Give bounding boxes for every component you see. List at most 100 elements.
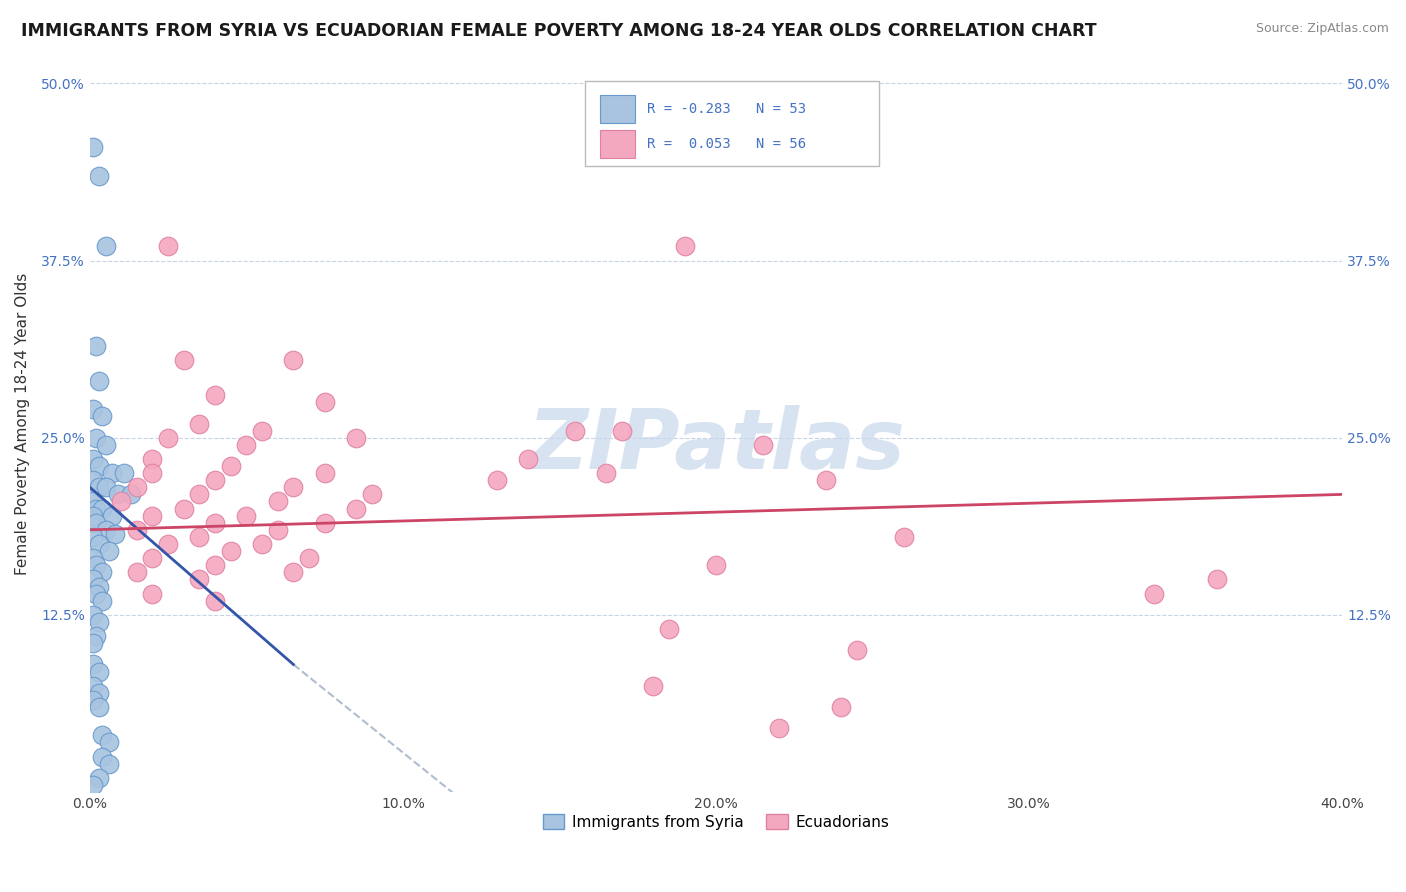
Point [643,679,665,693]
Point [188,530,211,544]
Point [173,501,195,516]
Point [89,169,111,183]
Point [84,558,107,573]
Point [267,523,290,537]
Point [188,487,211,501]
Point [125,480,148,494]
Point [84,516,107,530]
Point [89,686,111,700]
Point [752,438,775,452]
Point [610,424,633,438]
Point [89,615,111,629]
Point [125,566,148,580]
Point [84,586,107,600]
Point [94,438,117,452]
Point [82,473,104,487]
Text: ZIPatlas: ZIPatlas [527,405,905,486]
Point [517,452,540,467]
Point [141,586,163,600]
Point [110,494,132,508]
Point [89,771,111,785]
Point [91,566,114,580]
Point [94,523,117,537]
Point [107,487,129,501]
Point [91,749,114,764]
Point [314,516,336,530]
Point [89,480,111,494]
Point [94,480,117,494]
Point [204,593,226,607]
Point [157,537,180,551]
Point [250,537,273,551]
Point [82,452,104,467]
Point [830,700,852,714]
Point [82,508,104,523]
Point [283,480,305,494]
Point [768,721,790,735]
Point [298,551,321,566]
Point [845,643,868,657]
Point [141,551,163,566]
Point [97,735,120,749]
Point [219,544,242,558]
Point [94,239,117,253]
Point [1206,573,1229,587]
Point [89,374,111,388]
Point [84,431,107,445]
Point [97,756,120,771]
Point [89,700,111,714]
Text: R = -0.283   N = 53: R = -0.283 N = 53 [647,102,806,116]
Text: R =  0.053   N = 56: R = 0.053 N = 56 [647,136,806,151]
Point [91,409,114,424]
Point [673,239,696,253]
Point [100,508,122,523]
Point [1143,586,1166,600]
Point [314,466,336,480]
Point [84,501,107,516]
Point [82,679,104,693]
Point [120,487,142,501]
Point [188,417,211,431]
Point [91,728,114,742]
Point [204,516,226,530]
Point [204,473,226,487]
Y-axis label: Female Poverty Among 18-24 Year Olds: Female Poverty Among 18-24 Year Olds [15,272,30,574]
Point [82,636,104,650]
Point [125,523,148,537]
Point [100,466,122,480]
Point [141,466,163,480]
Point [267,494,290,508]
Point [91,501,114,516]
FancyBboxPatch shape [599,95,634,123]
Point [704,558,727,573]
FancyBboxPatch shape [585,81,879,166]
Point [82,607,104,622]
Point [188,573,211,587]
Point [564,424,586,438]
Point [84,338,107,352]
Point [82,693,104,707]
Point [141,452,163,467]
Point [84,629,107,643]
Point [219,458,242,473]
Point [89,458,111,473]
Point [173,352,195,367]
Point [204,388,226,402]
Point [314,395,336,409]
Point [250,424,273,438]
Point [82,778,104,792]
Point [97,544,120,558]
Point [360,487,382,501]
Point [104,527,127,541]
Point [283,566,305,580]
Point [82,573,104,587]
Point [89,665,111,679]
Point [283,352,305,367]
Point [112,466,135,480]
Point [235,438,257,452]
Point [485,473,508,487]
Point [235,508,257,523]
Text: IMMIGRANTS FROM SYRIA VS ECUADORIAN FEMALE POVERTY AMONG 18-24 YEAR OLDS CORRELA: IMMIGRANTS FROM SYRIA VS ECUADORIAN FEMA… [21,22,1097,40]
Point [82,140,104,154]
Point [344,431,367,445]
